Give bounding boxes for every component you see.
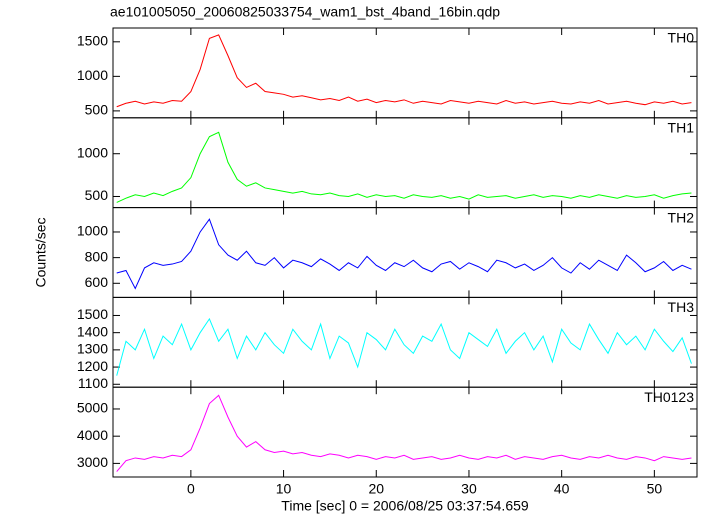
- y-tick-label: 1000: [77, 223, 108, 239]
- y-tick-label: 500: [85, 102, 109, 118]
- x-tick-label: 0: [187, 481, 195, 497]
- x-tick-label: 20: [368, 481, 384, 497]
- y-tick-label: 1500: [77, 33, 108, 49]
- x-tick-label: 10: [276, 481, 292, 497]
- y-tick-label: 600: [85, 274, 109, 290]
- y-tick-label: 1100: [78, 375, 108, 391]
- y-tick-label: 5000: [77, 400, 108, 416]
- panel-label: TH0123: [644, 389, 694, 405]
- panel-frame: [112, 296, 698, 388]
- x-axis-label: Time [sec] 0 = 2006/08/25 03:37:54.659: [281, 498, 529, 514]
- panel-label: TH1: [668, 120, 695, 136]
- panel-frame: [112, 386, 698, 478]
- series-line: [116, 394, 692, 472]
- y-tick-label: 4000: [77, 427, 108, 443]
- y-tick-label: 800: [85, 248, 109, 264]
- panel-label: TH0: [668, 30, 695, 46]
- panel-frame: [112, 27, 698, 119]
- y-axis-label: Counts/sec: [33, 217, 49, 287]
- y-tick-label: 1000: [77, 67, 108, 83]
- y-tick-label: 1000: [77, 144, 108, 160]
- series-line: [116, 131, 692, 203]
- series-line: [116, 317, 692, 376]
- y-tick-label: 1400: [77, 323, 108, 339]
- x-tick-label: 30: [461, 481, 477, 497]
- series-line: [116, 218, 692, 290]
- series-line: [116, 34, 692, 108]
- y-tick-label: 3000: [77, 454, 108, 470]
- y-tick-label: 1200: [77, 358, 108, 374]
- x-tick-label: 50: [647, 481, 663, 497]
- panel-label: TH2: [668, 209, 695, 225]
- panel-frame: [112, 207, 698, 298]
- panel-frame: [112, 117, 698, 209]
- y-tick-label: 1300: [77, 341, 108, 357]
- chart-title: ae101005050_20060825033754_wam1_bst_4ban…: [110, 4, 500, 20]
- y-tick-label: 500: [85, 187, 109, 203]
- panel-label: TH3: [668, 299, 695, 315]
- y-tick-label: 1500: [77, 306, 108, 322]
- x-tick-label: 40: [554, 481, 570, 497]
